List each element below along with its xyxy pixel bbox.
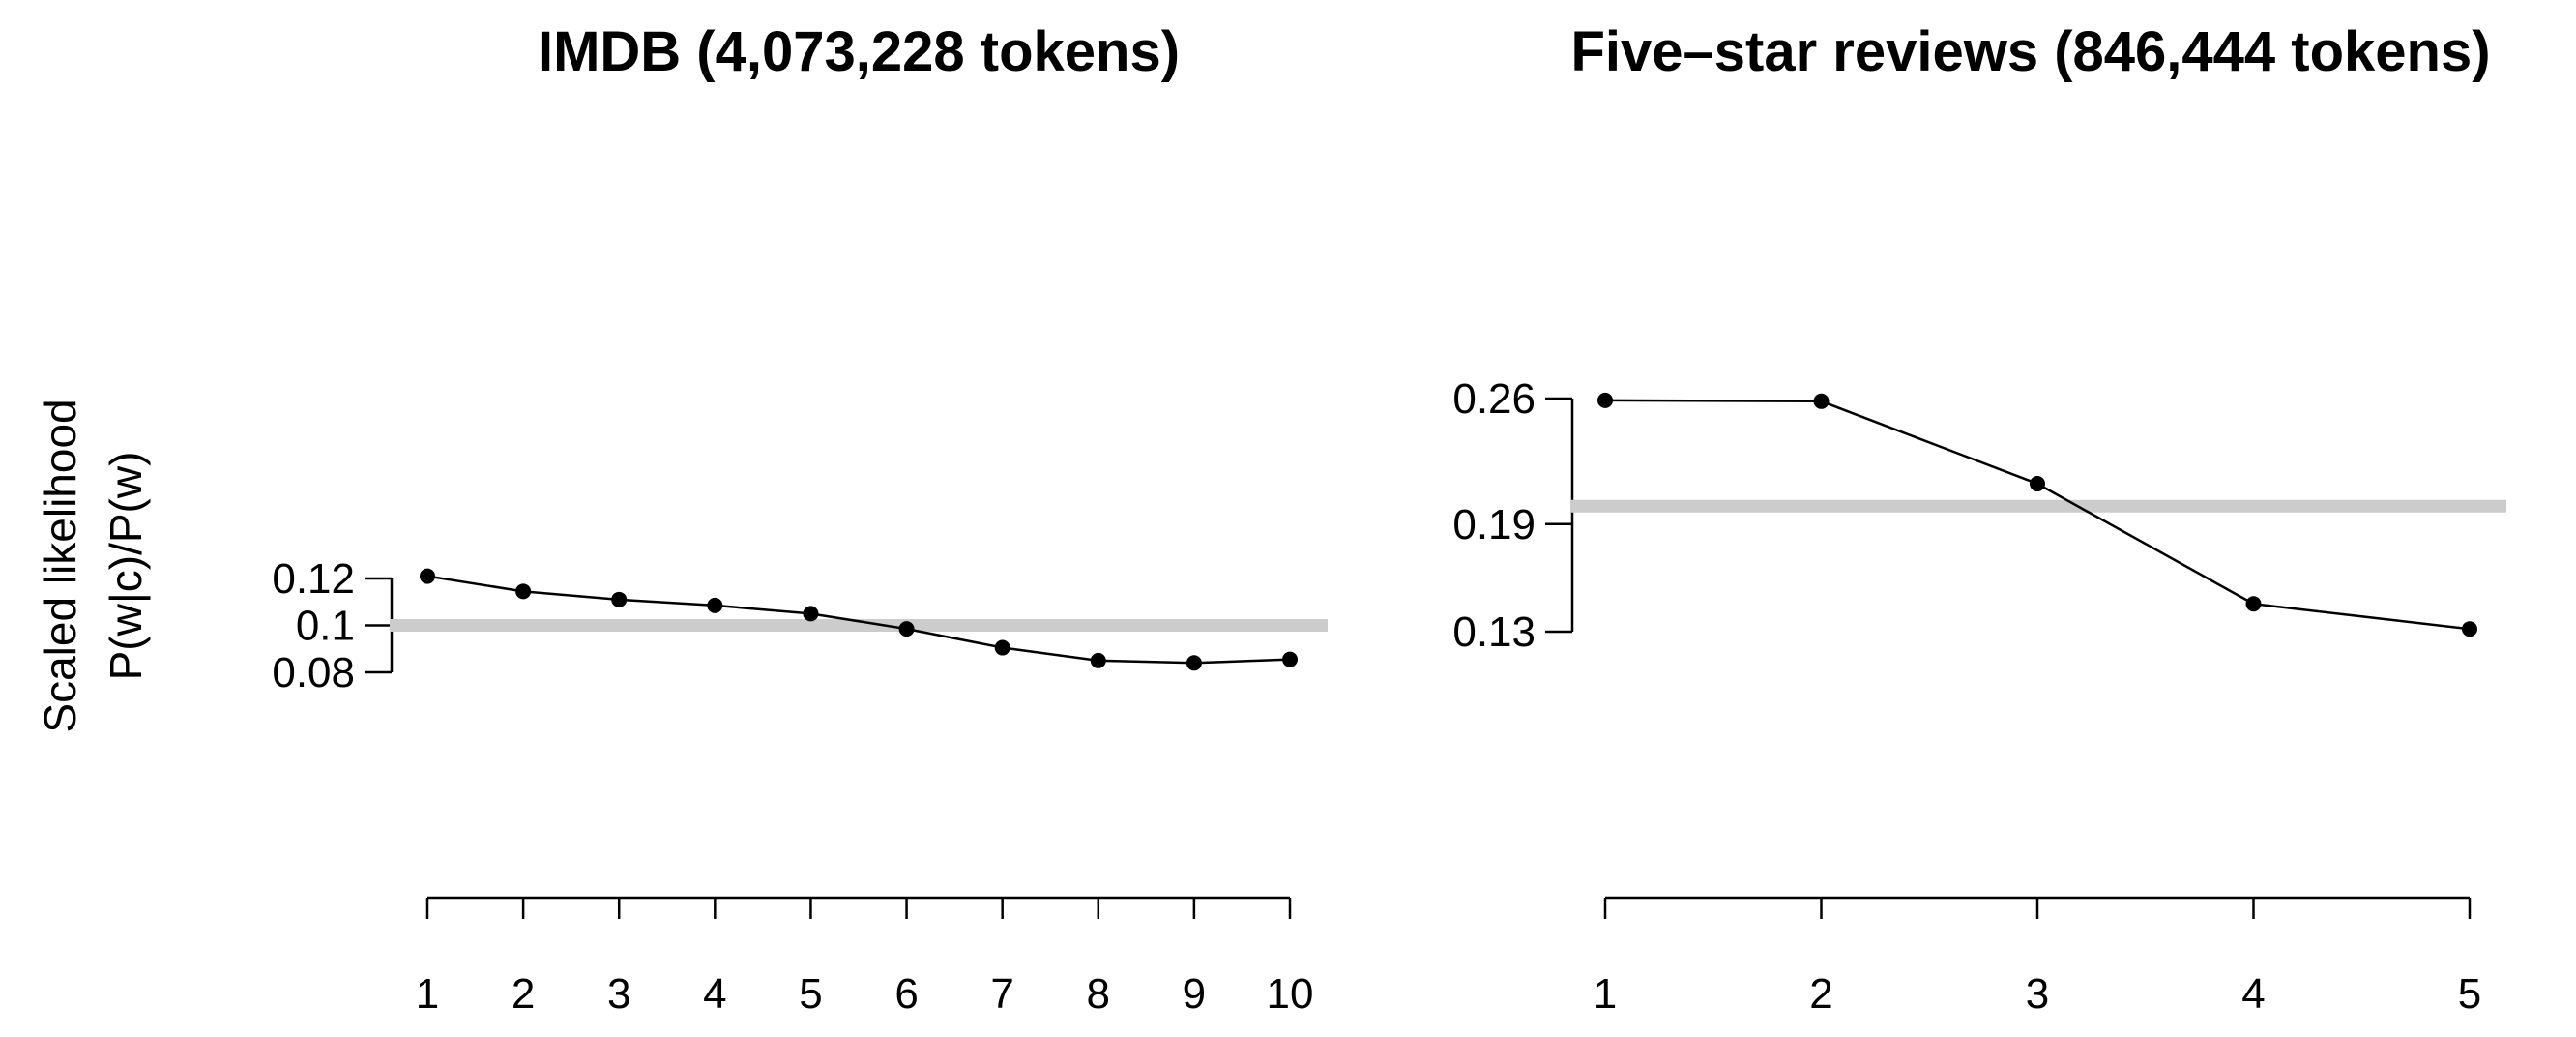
y-tick-label: 0.19 [1452, 501, 1536, 548]
chart-panel-imdb: IMDB (4,073,228 tokens) 1 2 3 4 5 6 7 8 9 10 0.08… [272, 20, 1328, 1018]
data-point [1186, 655, 1202, 671]
data-point [2245, 596, 2262, 612]
y-tick-label: 0.26 [1452, 375, 1536, 423]
x-tick-label: 6 [894, 970, 918, 1018]
series-layer [420, 568, 1298, 671]
series-layer [1597, 392, 2477, 637]
x-tick-label: 1 [1594, 970, 1617, 1018]
data-point [2462, 621, 2477, 637]
data-point [1282, 651, 1298, 667]
data-point [1813, 393, 1830, 409]
chart-panel-five-star: Five–star reviews (846,444 tokens) 1 2 3 4 5… [1452, 20, 2506, 1018]
series-line [426, 575, 1291, 665]
x-tick-label: 3 [2026, 970, 2049, 1018]
x-axis: 1 2 3 4 5 [1594, 896, 2481, 1018]
x-tick-label: 9 [1183, 970, 1206, 1018]
x-tick-label: 8 [1087, 970, 1110, 1018]
x-tick-label: 4 [703, 970, 726, 1018]
y-axis-label: Scaled likelihood P(w|c)/P(w) [35, 399, 151, 732]
data-point [515, 583, 532, 600]
data-point [803, 606, 819, 622]
data-point [1597, 392, 1613, 408]
x-tick-label: 5 [799, 970, 822, 1018]
y-axis: 0.13 0.19 0.26 [1452, 375, 1574, 656]
y-tick-label: 0.1 [296, 603, 355, 650]
x-tick-label: 1 [416, 970, 439, 1018]
chart-title: IMDB (4,073,228 tokens) [538, 20, 1180, 83]
y-tick-label: 0.12 [272, 555, 355, 603]
y-axis-label-line-2: P(w|c)/P(w) [101, 452, 151, 681]
data-point [420, 568, 435, 584]
y-axis-label-line-1: Scaled likelihood [35, 399, 85, 732]
data-point [994, 639, 1010, 656]
y-tick-label: 0.13 [1452, 608, 1536, 656]
x-tick-label: 5 [2458, 970, 2481, 1018]
x-tick-label: 7 [990, 970, 1013, 1018]
data-point [898, 621, 915, 637]
data-point [2030, 476, 2045, 492]
x-tick-label: 10 [1267, 970, 1314, 1018]
y-tick-label: 0.08 [272, 649, 355, 696]
chart-title: Five–star reviews (846,444 tokens) [1570, 20, 2490, 83]
data-point [611, 591, 628, 607]
data-point [1090, 652, 1106, 668]
x-tick-label: 2 [1809, 970, 1832, 1018]
x-tick-label: 3 [607, 970, 630, 1018]
x-tick-label: 4 [2241, 970, 2265, 1018]
x-axis: 1 2 3 4 5 6 7 8 9 10 [416, 896, 1314, 1018]
x-tick-label: 2 [512, 970, 535, 1018]
data-point [707, 597, 723, 613]
